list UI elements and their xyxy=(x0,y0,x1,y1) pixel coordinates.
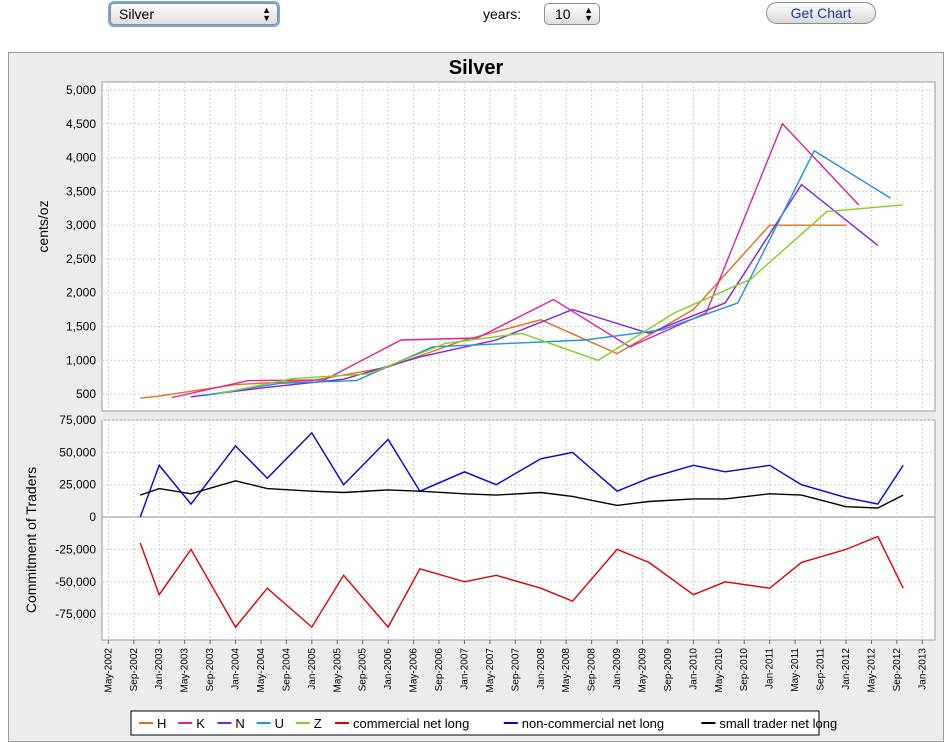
legend-label: small trader net long xyxy=(719,716,837,731)
commodity-select[interactable]: Silver ▲ ▼ xyxy=(110,3,278,25)
cot-y-tick-label: 50,000 xyxy=(59,445,96,459)
price-y-tick-label: 500 xyxy=(76,387,96,401)
price-y-tick-label: 5,000 xyxy=(66,83,96,97)
cot-y-tick-label: -50,000 xyxy=(55,575,96,589)
x-tick-label: Sep-2010 xyxy=(739,648,750,692)
commodity-select-value: Silver xyxy=(119,6,155,22)
price-y-tick-label: 4,000 xyxy=(66,151,96,165)
legend-box xyxy=(130,710,820,736)
years-select[interactable]: 10 ▲ ▼ xyxy=(544,3,600,25)
price-series-n xyxy=(190,183,879,398)
small-trader-series-line xyxy=(139,480,904,509)
legend-label: non-commercial net long xyxy=(522,716,664,731)
x-tick-label: Sep-2007 xyxy=(510,648,521,692)
x-tick-label: Jan-2010 xyxy=(688,648,699,690)
x-tick-label: May-2003 xyxy=(180,648,191,693)
x-tick-label: May-2002 xyxy=(103,648,114,693)
price-y-tick-label: 3,000 xyxy=(66,218,96,232)
x-tick-label: Jan-2006 xyxy=(383,648,394,690)
x-tick-label: Jan-2003 xyxy=(154,648,165,690)
cot-y-tick-label: 75,000 xyxy=(59,413,96,427)
legend-label: commercial net long xyxy=(353,716,469,731)
x-tick-label: Sep-2005 xyxy=(358,648,369,692)
years-select-value: 10 xyxy=(555,6,571,22)
x-tick-label: May-2008 xyxy=(561,648,572,693)
cot-y-tick-label: -25,000 xyxy=(55,542,96,556)
x-tick-label: May-2012 xyxy=(866,648,877,693)
x-tick-label: Jan-2007 xyxy=(459,648,470,690)
x-tick-label: Sep-2009 xyxy=(663,648,674,692)
x-tick-label: Sep-2002 xyxy=(129,648,140,692)
legend-label: Z xyxy=(314,716,322,731)
x-tick-label: Sep-2012 xyxy=(892,648,903,692)
years-label: years: xyxy=(483,6,522,22)
price-y-tick-label: 2,000 xyxy=(66,286,96,300)
x-tick-label: May-2006 xyxy=(409,648,420,693)
select-arrows-icon: ▲ ▼ xyxy=(584,5,593,23)
price-plot-area xyxy=(101,81,936,412)
x-tick-label: Jan-2004 xyxy=(231,648,242,690)
x-tick-label: May-2010 xyxy=(714,648,725,693)
x-tick-label: May-2011 xyxy=(790,648,801,692)
x-tick-label: Jan-2013 xyxy=(917,648,928,690)
cot-y-tick-label: 25,000 xyxy=(59,478,96,492)
get-chart-button[interactable]: Get Chart xyxy=(766,2,876,24)
price-y-tick-label: 4,500 xyxy=(66,117,96,131)
x-tick-label: Jan-2009 xyxy=(612,648,623,690)
price-y-tick-label: 2,500 xyxy=(66,252,96,266)
x-tick-label: May-2004 xyxy=(256,648,267,693)
x-tick-label: Sep-2011 xyxy=(816,648,827,691)
commercial-series-line xyxy=(139,535,904,629)
select-arrows-icon: ▲ ▼ xyxy=(262,5,271,23)
legend-label: U xyxy=(275,716,284,731)
toolbar: Silver ▲ ▼ years: 10 ▲ ▼ Get Chart xyxy=(0,0,945,36)
price-y-tick-label: 1,000 xyxy=(66,353,96,367)
cot-y-axis-label: Commitment of Traders xyxy=(23,467,39,613)
legend-label: N xyxy=(235,716,244,731)
noncommercial-series-line xyxy=(139,431,904,518)
x-tick-label: Jan-2005 xyxy=(307,648,318,690)
cot-y-tick-label: -75,000 xyxy=(55,607,96,621)
x-tick-label: Sep-2003 xyxy=(205,648,216,692)
cot-plot-area xyxy=(101,419,936,641)
x-tick-label: May-2005 xyxy=(332,648,343,693)
x-tick-label: Jan-2008 xyxy=(536,648,547,690)
chart-title: Silver xyxy=(449,57,504,79)
x-tick-label: Jan-2011 xyxy=(765,648,776,689)
price-y-axis-label: cents/oz xyxy=(35,200,51,252)
price-series-z xyxy=(216,204,904,395)
x-tick-label: Sep-2004 xyxy=(281,648,292,692)
x-tick-label: May-2007 xyxy=(485,648,496,693)
x-tick-label: Sep-2006 xyxy=(434,648,445,692)
cot-y-tick-label: 0 xyxy=(89,510,96,524)
price-y-tick-label: 1,500 xyxy=(66,320,96,334)
x-tick-label: Jan-2012 xyxy=(841,648,852,690)
price-y-tick-label: 3,500 xyxy=(66,184,96,198)
x-tick-label: Sep-2008 xyxy=(587,648,598,692)
legend-label: H xyxy=(157,716,166,731)
legend-label: K xyxy=(196,716,205,731)
x-tick-label: May-2009 xyxy=(637,648,648,693)
